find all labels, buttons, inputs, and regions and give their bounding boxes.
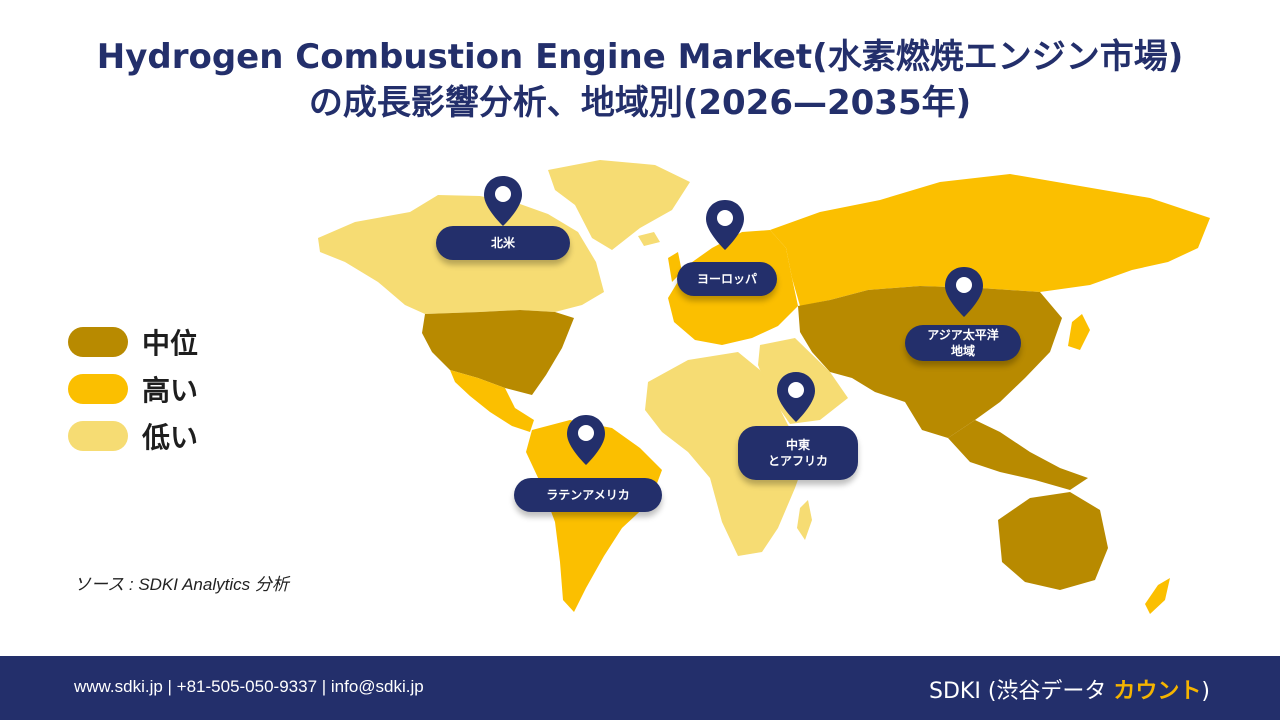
legend-item-low: 低い xyxy=(68,412,198,459)
region-greenland xyxy=(548,160,690,250)
region-south-america xyxy=(526,420,662,612)
footer-contact: www.sdki.jp | +81-505-050-9337 | info@sd… xyxy=(74,677,424,696)
region-madagascar xyxy=(797,500,812,540)
region-label-north-america: 北米 xyxy=(436,226,570,260)
region-label-latin-america: ラテンアメリカ xyxy=(514,478,662,512)
region-label-middle-east-africa: 中東 とアフリカ xyxy=(738,426,858,480)
legend-item-medium: 中位 xyxy=(68,318,198,365)
footer-brand: SDKI (渋谷データ カウント) xyxy=(929,673,1210,705)
region-usa xyxy=(422,310,574,395)
brand-suffix: ) xyxy=(1201,679,1210,704)
brand-prefix: SDKI (渋谷データ xyxy=(929,679,1114,704)
region-africa xyxy=(645,352,808,556)
region-southeast-asia xyxy=(948,420,1088,490)
world-map xyxy=(318,160,1210,614)
middle-east-africa-pin-icon xyxy=(777,372,815,422)
title-line-2: の成長影響分析、地域別(2026—2035年) xyxy=(308,83,972,123)
title-line-1: Hydrogen Combustion Engine Market(水素燃焼エン… xyxy=(96,37,1184,77)
region-asia xyxy=(798,286,1062,438)
region-label-europe: ヨーロッパ xyxy=(677,262,777,296)
page-title: Hydrogen Combustion Engine Market(水素燃焼エン… xyxy=(0,34,1280,126)
legend-swatch-medium xyxy=(68,326,128,357)
region-russia xyxy=(770,174,1210,306)
region-iceland xyxy=(638,232,660,246)
region-mexico xyxy=(450,370,534,432)
legend: 中位 高い 低い xyxy=(68,318,198,459)
legend-label-low: 低い xyxy=(142,420,199,454)
brand-accent: カウント xyxy=(1113,679,1202,704)
legend-swatch-low xyxy=(68,420,128,451)
source-note: ソース : SDKI Analytics 分析 xyxy=(74,575,289,594)
region-japan xyxy=(1068,314,1090,350)
legend-item-high: 高い xyxy=(68,365,198,412)
region-label-asia-pacific: アジア太平洋 地域 xyxy=(905,325,1021,361)
region-australia xyxy=(998,492,1108,590)
asia-pacific-pin-icon xyxy=(945,267,983,317)
north-america-pin-icon xyxy=(484,176,522,226)
latin-america-pin-icon xyxy=(567,415,605,465)
legend-label-high: 高い xyxy=(142,373,199,407)
legend-swatch-high xyxy=(68,373,128,404)
legend-label-medium: 中位 xyxy=(142,326,199,360)
region-new-zealand xyxy=(1145,578,1170,614)
footer-bar: www.sdki.jp | +81-505-050-9337 | info@sd… xyxy=(0,656,1280,720)
europe-pin-icon xyxy=(706,200,744,250)
